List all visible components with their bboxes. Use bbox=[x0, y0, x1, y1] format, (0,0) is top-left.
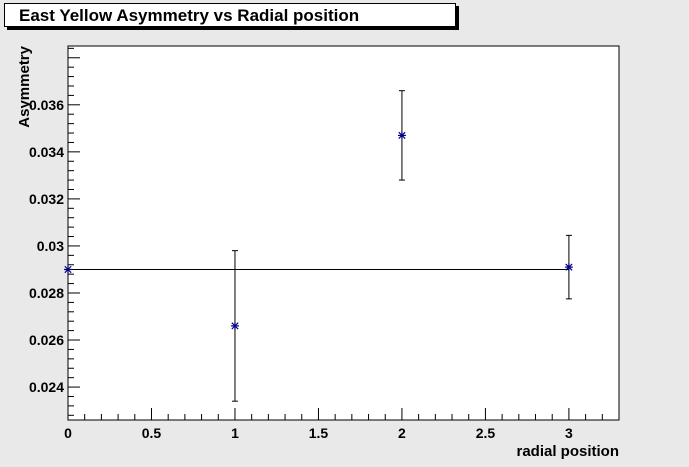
x-tick-label: 3 bbox=[565, 425, 573, 441]
point-marker-stroke bbox=[231, 322, 239, 330]
chart-title: East Yellow Asymmetry vs Radial position bbox=[4, 3, 456, 27]
point-marker-stroke bbox=[398, 131, 406, 140]
x-tick-label: 0.5 bbox=[142, 425, 162, 441]
x-tick-label: 2 bbox=[398, 425, 406, 441]
y-tick-label: 0.034 bbox=[29, 144, 64, 160]
data-point bbox=[397, 131, 406, 140]
x-axis-label: radial position bbox=[516, 443, 619, 460]
point-marker-stroke bbox=[64, 265, 72, 274]
data-point bbox=[64, 265, 72, 274]
point-marker-stroke bbox=[565, 263, 573, 271]
x-tick-label: 1.5 bbox=[309, 425, 329, 441]
y-tick-label: 0.036 bbox=[29, 97, 64, 113]
y-tick-label: 0.026 bbox=[29, 332, 64, 348]
x-tick-label: 0 bbox=[64, 425, 72, 441]
x-tick-label: 1 bbox=[231, 425, 239, 441]
plot-frame bbox=[67, 45, 620, 421]
y-axis-label: Asymmetry bbox=[16, 45, 33, 127]
data-point bbox=[230, 321, 239, 330]
x-tick-label: 2.5 bbox=[476, 425, 496, 441]
y-tick-label: 0.028 bbox=[29, 285, 64, 301]
y-tick-label: 0.032 bbox=[29, 191, 64, 207]
y-tick-label: 0.024 bbox=[29, 379, 64, 395]
y-tick-label: 0.03 bbox=[37, 238, 64, 254]
data-point bbox=[564, 263, 573, 272]
